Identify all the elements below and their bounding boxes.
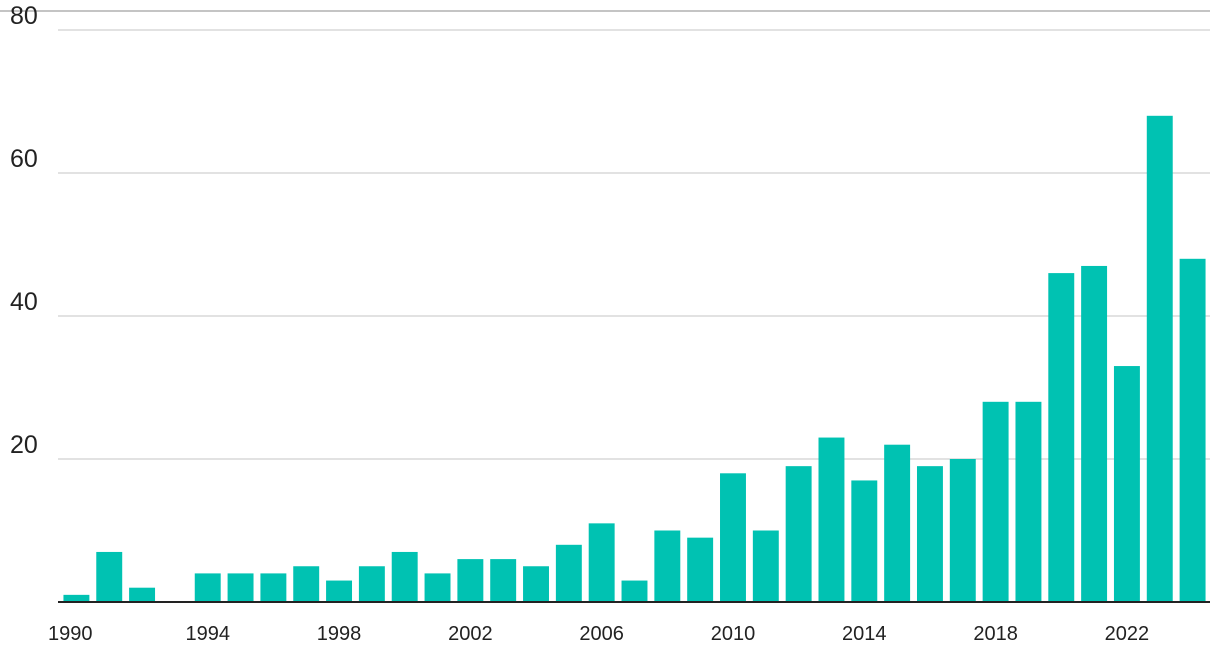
x-axis-tick-labels: 1990 1994 1998 2002 2006 2010 2014 2018 2022 <box>48 623 1149 645</box>
x-tick-label: 2022 <box>1105 623 1150 645</box>
bar-2021 <box>1081 265 1108 602</box>
x-tick-label: 1994 <box>185 623 230 645</box>
bar-2002 <box>457 559 484 602</box>
x-tick-label: 2002 <box>448 623 493 645</box>
y-tick-label: 80 <box>10 2 38 30</box>
bar-2015 <box>884 444 911 602</box>
bar-2008 <box>654 530 681 602</box>
bar-1994 <box>194 573 221 602</box>
bar-2024 <box>1179 258 1206 602</box>
bars <box>63 115 1206 603</box>
bar-2013 <box>818 437 845 602</box>
y-tick-label: 60 <box>10 145 38 173</box>
bar-2007 <box>621 580 648 602</box>
bar-2018 <box>982 401 1009 602</box>
bar-2022 <box>1113 366 1140 602</box>
bar-2019 <box>1015 401 1042 602</box>
bar-1990 <box>63 594 90 602</box>
x-tick-label: 1998 <box>317 623 362 645</box>
bar-2006 <box>588 523 615 602</box>
bar-2011 <box>752 530 779 602</box>
bar-2023 <box>1146 115 1173 603</box>
x-tick-label: 2018 <box>973 623 1018 645</box>
x-tick-label: 2010 <box>711 623 756 645</box>
grid-lines <box>58 29 1210 460</box>
x-tick-label: 2014 <box>842 623 887 645</box>
bar-1995 <box>227 573 254 602</box>
bar-2012 <box>785 466 812 602</box>
x-tick-label: 1990 <box>48 623 93 645</box>
bar-2010 <box>720 473 746 602</box>
bar-1996 <box>260 573 287 602</box>
bar-1992 <box>129 587 156 602</box>
y-axis-tick-labels: 20 40 60 80 <box>10 2 38 459</box>
bar-1998 <box>326 580 353 602</box>
bar-2017 <box>949 459 976 602</box>
bar-1991 <box>96 551 123 602</box>
bar-2000 <box>391 551 418 602</box>
bar-2016 <box>916 466 943 602</box>
bar-1999 <box>358 566 385 602</box>
bar-2014 <box>851 480 878 602</box>
bar-2003 <box>490 559 517 602</box>
bar-1997 <box>293 566 320 602</box>
y-tick-label: 20 <box>10 431 38 459</box>
x-tick-label: 2006 <box>579 623 624 645</box>
bar-2020 <box>1048 273 1075 602</box>
bar-2004 <box>523 566 549 602</box>
bar-2009 <box>687 537 714 602</box>
bar-2005 <box>555 544 582 602</box>
bar-2001 <box>424 573 451 602</box>
y-tick-label: 40 <box>10 288 38 316</box>
